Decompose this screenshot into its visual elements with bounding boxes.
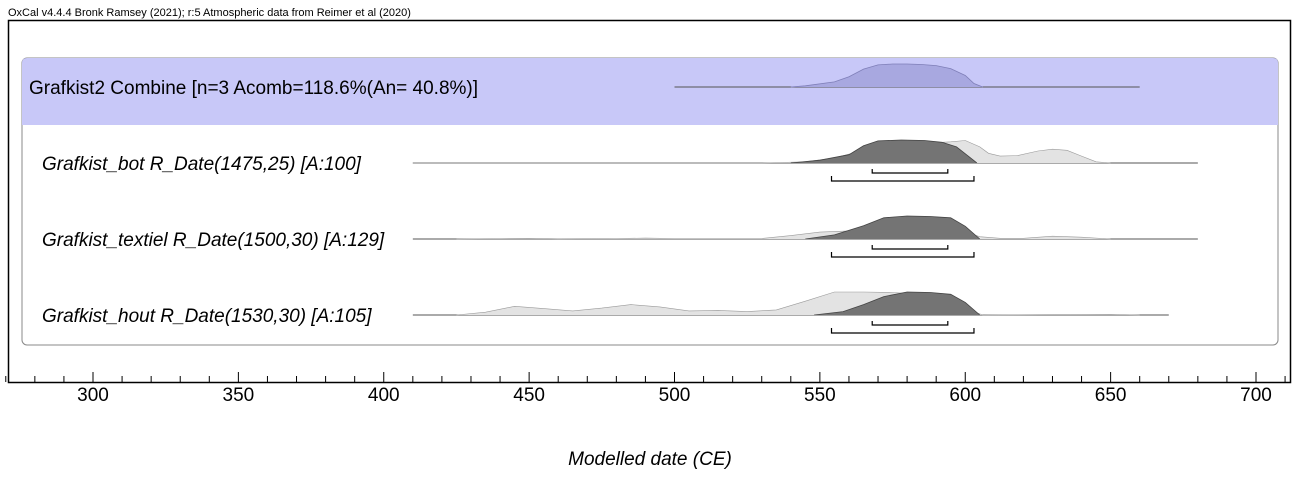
combine-distribution <box>790 64 983 87</box>
posterior-outline-1 <box>805 215 981 240</box>
header-credit: OxCal v4.4.4 Bronk Ramsey (2021); r:5 At… <box>8 7 411 19</box>
distribution-layer <box>412 63 1198 334</box>
range-95-bracket-1 <box>830 252 975 258</box>
tick-label-400: 400 <box>368 385 400 406</box>
tick-label-450: 450 <box>513 385 545 406</box>
range-95-bracket-2 <box>830 328 975 334</box>
x-axis: 300 350 400 450 500 550 600 650 700 <box>5 372 1286 406</box>
range-95-bracket-0 <box>830 176 975 182</box>
tick-label-700: 700 <box>1240 385 1272 406</box>
range-68-bracket-0 <box>871 169 949 174</box>
range-68-bracket-2 <box>871 321 949 326</box>
posterior-outline-0 <box>790 139 978 164</box>
range-68-bracket-1 <box>871 245 949 250</box>
tick-label-300: 300 <box>77 385 109 406</box>
tick-label-350: 350 <box>223 385 255 406</box>
posterior-distribution-1 <box>805 216 980 239</box>
tick-label-600: 600 <box>949 385 981 406</box>
prior-outline-1 <box>456 229 1111 240</box>
tick-label-500: 500 <box>659 385 691 406</box>
x-axis-title: Modelled date (CE) <box>568 449 732 470</box>
row-label-textiel: Grafkist_textiel R_Date(1500,30) [A:129] <box>42 230 385 251</box>
tick-label-550: 550 <box>804 385 836 406</box>
combine-distribution-outline <box>790 63 983 88</box>
combine-label: Grafkist2 Combine [n=3 Acomb=118.6%(An= … <box>29 78 478 99</box>
tick-label-650: 650 <box>1095 385 1127 406</box>
row-label-bot: Grafkist_bot R_Date(1475,25) [A:100] <box>42 154 362 175</box>
posterior-outline-2 <box>814 291 981 316</box>
posterior-distribution-2 <box>814 292 980 315</box>
plot-frame <box>7 19 1292 384</box>
row-label-hout: Grafkist_hout R_Date(1530,30) [A:105] <box>42 306 372 327</box>
